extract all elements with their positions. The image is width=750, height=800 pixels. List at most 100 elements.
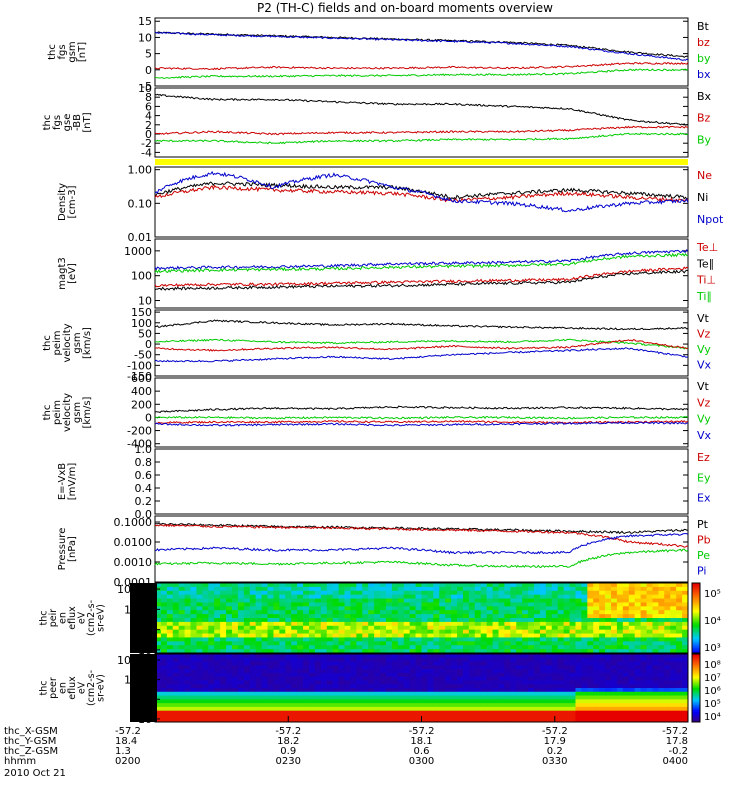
spectrogram-cell	[160, 706, 168, 712]
spectrogram-cell	[498, 657, 505, 663]
spectrogram-cell	[285, 633, 292, 638]
spectrogram-cell	[255, 672, 263, 678]
spectrogram-cell	[545, 672, 553, 678]
spectrogram-cell	[403, 645, 411, 650]
spectrogram-cell	[433, 645, 440, 650]
spectrogram-cell	[534, 680, 541, 685]
spectrogram-cell	[640, 714, 648, 719]
spectrogram-cell	[285, 657, 292, 663]
spectrogram-cell	[237, 654, 245, 659]
y-axis-label-line: [mV/m]	[67, 463, 78, 501]
spectrogram-cell	[178, 614, 186, 619]
spectrogram-cell	[391, 594, 399, 600]
spectrogram-cell	[563, 718, 571, 723]
spectrogram-cell	[658, 688, 665, 693]
spectrogram-cell	[320, 699, 328, 704]
spectrogram-cell	[202, 706, 209, 712]
spectrogram-cell	[155, 618, 162, 623]
spectrogram-cell	[249, 606, 257, 611]
colorbar-cell	[692, 710, 700, 713]
spectrogram-cell	[403, 618, 411, 623]
spectrogram-cell	[474, 676, 482, 681]
x-axis-value: 0.9	[280, 746, 296, 757]
spectrogram-cell	[581, 654, 588, 659]
spectrogram-cell	[320, 641, 328, 646]
spectrogram-cell	[563, 665, 571, 670]
spectrogram-cell	[646, 586, 653, 592]
spectrogram-cell	[385, 680, 393, 685]
spectrogram-cell	[320, 610, 328, 615]
spectrogram-cell	[297, 680, 304, 685]
spectrogram-cell	[504, 621, 511, 627]
spectrogram-cell	[403, 621, 411, 627]
spectrogram-cell	[569, 665, 576, 670]
spectrogram-cell	[575, 614, 582, 619]
spectrogram-cell	[403, 680, 411, 685]
spectrogram-cell	[670, 594, 677, 600]
colorbar-cell	[692, 672, 700, 675]
spectrogram-cell	[581, 618, 588, 623]
spectrogram-cell	[362, 714, 369, 719]
legend-entry: bz	[697, 36, 710, 49]
spectrogram-cell	[226, 641, 233, 646]
spectrogram-cell	[196, 629, 203, 635]
spectrogram-cell	[196, 602, 203, 607]
spectrogram-cell	[652, 718, 659, 723]
spectrogram-cell	[658, 633, 665, 638]
spectrogram-cell	[374, 695, 381, 700]
y-tick-label: -2	[141, 137, 152, 150]
spectrogram-cell	[196, 610, 203, 615]
spectrogram-cell	[516, 618, 523, 623]
spectrogram-cell	[255, 684, 263, 689]
spectrogram-cell	[208, 703, 215, 708]
spectrogram-cell	[628, 649, 636, 654]
spectrogram-cell	[599, 684, 606, 689]
x-axis-value: -57.2	[409, 726, 435, 737]
spectrogram-cell	[368, 657, 375, 663]
spectrogram-cell	[528, 645, 535, 650]
spectrogram-cell	[385, 598, 393, 603]
spectrogram-cell	[226, 618, 233, 623]
spectrogram-cell	[403, 699, 411, 704]
spectrogram-cell	[397, 706, 405, 712]
spectrogram-cell	[605, 684, 612, 689]
x-axis-annotation: thc_X-GSM -57.2 -57.2 -57.2 -57.2 -57.2thc_Y-…	[4, 716, 689, 779]
spectrogram-cell	[528, 714, 535, 719]
spectrogram-cell	[403, 718, 411, 723]
spectrogram-cell	[391, 637, 399, 642]
spectrogram-cell	[486, 665, 494, 670]
spectrogram-cell	[380, 710, 387, 715]
spectrogram-cell	[332, 710, 340, 715]
spectrogram-cell	[184, 621, 192, 627]
spectrogram-cell	[468, 706, 476, 712]
spectrogram-cell	[522, 684, 529, 689]
spectrogram-cell	[545, 637, 553, 642]
spectrogram-cell	[261, 710, 269, 715]
spectrogram-cell	[155, 699, 162, 704]
spectrogram-cell	[658, 641, 665, 646]
spectrogram-cell	[415, 649, 422, 654]
spectrogram-cell	[581, 695, 588, 700]
spectrogram-cell	[380, 583, 387, 588]
spectrogram-cell	[391, 606, 399, 611]
spectrogram-cell	[214, 669, 221, 674]
spectrogram-cell	[397, 718, 405, 723]
spectrogram-cell	[664, 710, 671, 715]
spectrogram-cell	[196, 710, 203, 715]
spectrogram-cell	[646, 641, 653, 646]
spectrogram-cell	[640, 586, 648, 592]
spectrogram-cell	[474, 672, 482, 678]
spectrogram-cell	[303, 684, 310, 689]
spectrogram-cell	[492, 594, 499, 600]
spectrogram-cell	[504, 602, 511, 607]
spectrogram-cell	[593, 684, 600, 689]
spectrogram-cell	[516, 676, 523, 681]
spectrogram-cell	[575, 661, 582, 666]
spectrogram-cell	[634, 606, 642, 611]
spectrogram-cell	[439, 657, 446, 663]
spectrogram-cell	[468, 718, 476, 723]
colorbar-tick-label: 10⁴	[704, 616, 721, 627]
spectrogram-cell	[486, 676, 494, 681]
